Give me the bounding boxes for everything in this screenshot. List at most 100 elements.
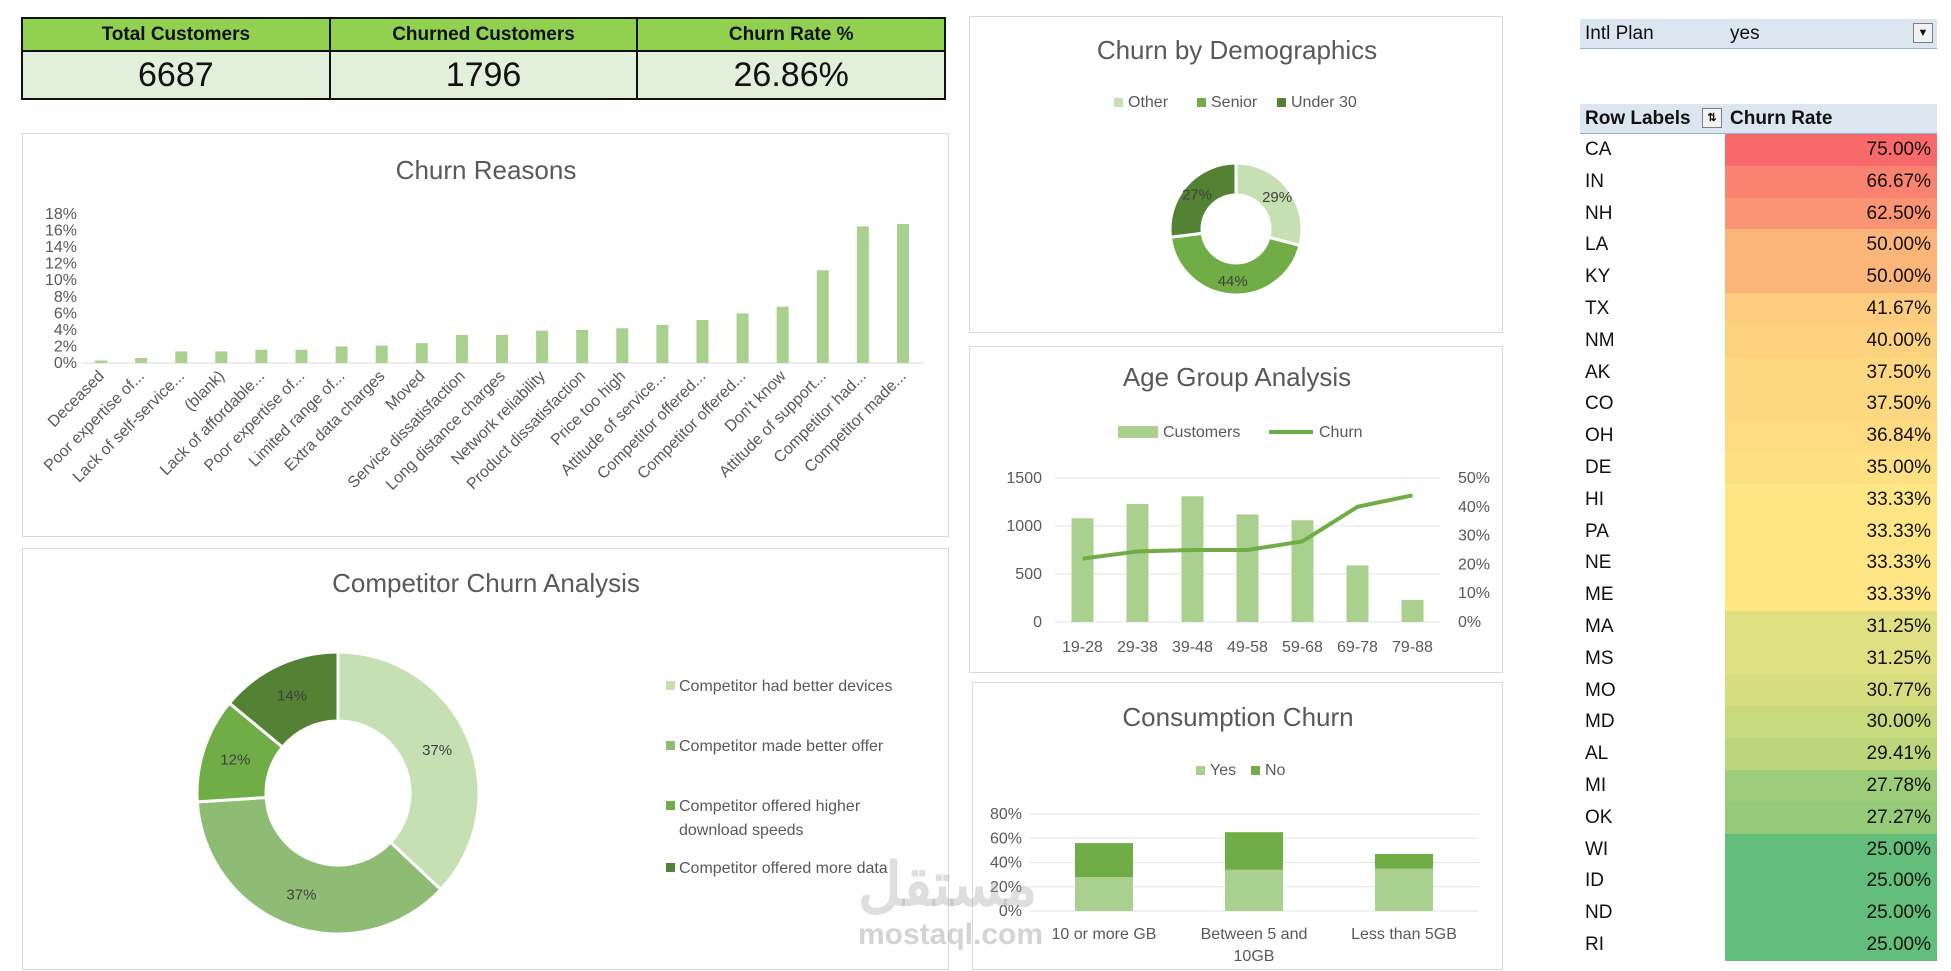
- y2-tick-label: 50%: [1458, 470, 1490, 487]
- legend-swatch: [666, 741, 675, 750]
- state-cell: CO: [1585, 393, 1614, 415]
- churn-rate-cell: 25.00%: [1725, 833, 1937, 866]
- kpi-churned-customers: Churned Customers 1796: [330, 19, 639, 98]
- chart-title: Competitor Churn Analysis: [332, 568, 640, 598]
- kpi-table: Total Customers 6687 Churned Customers 1…: [21, 17, 946, 100]
- kpi-churn-rate: Churn Rate % 26.86%: [638, 19, 945, 98]
- legend-label: download speeds: [679, 822, 804, 839]
- competitor-churn-chart[interactable]: Competitor Churn Analysis 37% 37% 12% 14% Com…: [22, 548, 949, 970]
- x-tick-label: 29-38: [1117, 639, 1158, 656]
- data-label: 44%: [1218, 273, 1248, 290]
- churn-rate-cell: 27.78%: [1725, 769, 1937, 802]
- churn-reasons-chart[interactable]: Churn Reasons 0% 2% 4% 6% 8% 10% 12% 14% 16% 18% De…: [22, 133, 949, 537]
- demographics-chart[interactable]: Churn by Demographics Other Senior Under 30…: [969, 16, 1503, 333]
- filter-dropdown-icon[interactable]: ▼: [1913, 23, 1933, 43]
- legend-label: Churn: [1319, 424, 1363, 441]
- churn-rate-cell: 33.33%: [1725, 515, 1937, 548]
- y-tick-label: 40%: [990, 855, 1022, 872]
- bar: [816, 270, 829, 363]
- bar: [736, 313, 749, 363]
- sort-filter-icon[interactable]: ⇅: [1702, 108, 1722, 128]
- kpi-label: Churn Rate %: [638, 19, 945, 52]
- bar: [896, 223, 909, 363]
- chart-title: Churn by Demographics: [1097, 35, 1377, 65]
- kpi-value: 6687: [23, 52, 329, 98]
- y-tick-label: 0: [1033, 614, 1042, 631]
- legend-swatch: [1196, 766, 1205, 775]
- state-cell: NH: [1585, 202, 1613, 224]
- y-tick-label: 16%: [45, 223, 77, 240]
- bar: [616, 328, 629, 363]
- state-cell: IN: [1585, 170, 1604, 192]
- state-cell: MO: [1585, 679, 1616, 701]
- state-cell: LA: [1585, 234, 1609, 256]
- table-row: ID 25.00%: [1580, 865, 1937, 898]
- state-cell: MD: [1585, 711, 1615, 733]
- bar: [415, 343, 428, 363]
- x-tick-label: 59-68: [1282, 639, 1323, 656]
- table-row: NE 33.33%: [1580, 547, 1937, 580]
- churn-rate-cell: 30.00%: [1725, 706, 1937, 739]
- legend-label: Customers: [1163, 424, 1240, 441]
- table-row: KY 50.00%: [1580, 261, 1937, 293]
- x-tick-label: 10 or more GB: [1052, 926, 1157, 943]
- data-label: 37%: [422, 742, 452, 759]
- x-tick-label: 79-88: [1392, 639, 1433, 656]
- bar: [295, 349, 308, 363]
- churn-rate-cell: 33.33%: [1725, 483, 1937, 516]
- table-row: WI 25.00%: [1580, 833, 1937, 866]
- table-row: RI 25.00%: [1580, 928, 1937, 961]
- legend-label: Competitor offered higher: [679, 798, 861, 815]
- x-tick-label: 49-58: [1227, 639, 1268, 656]
- pie-slice: [1168, 231, 1302, 297]
- y2-tick-label: 30%: [1458, 528, 1490, 545]
- kpi-label: Total Customers: [23, 19, 329, 52]
- legend-swatch: [1197, 98, 1206, 107]
- bar: [1236, 514, 1259, 622]
- churn-rate-cell: 50.00%: [1725, 229, 1937, 262]
- legend-swatch: [1118, 426, 1158, 438]
- churn-rate-cell: 41.67%: [1725, 292, 1937, 325]
- y-tick-label: 6%: [54, 305, 77, 322]
- age-group-chart[interactable]: Age Group Analysis Customers Churn 0 500 1000…: [969, 346, 1503, 673]
- bar: [215, 351, 228, 363]
- table-row: ME 33.33%: [1580, 579, 1937, 611]
- y-tick-label: 500: [1015, 566, 1042, 583]
- y-tick-label: 18%: [45, 206, 77, 223]
- y2-tick-label: 10%: [1458, 585, 1490, 602]
- bar: [1071, 518, 1094, 622]
- bar: [696, 319, 709, 363]
- bar: [375, 345, 388, 363]
- pivot-table: Row Labels ⇅ Churn Rate CA 75.00% IN 66.67%…: [1580, 104, 1937, 961]
- x-tick-label: 19-28: [1062, 639, 1103, 656]
- bar: [1291, 520, 1314, 622]
- bar: [1126, 503, 1149, 622]
- table-row: NM 40.00%: [1580, 324, 1937, 357]
- legend-swatch: [1277, 98, 1286, 107]
- table-row: ND 25.00%: [1580, 897, 1937, 929]
- table-row: HI 33.33%: [1580, 483, 1937, 516]
- state-cell: HI: [1585, 488, 1604, 510]
- data-label: 37%: [286, 887, 316, 904]
- churn-rate-cell: 30.77%: [1725, 674, 1937, 707]
- churn-rate-cell: 50.00%: [1725, 261, 1937, 293]
- legend-swatch: [666, 801, 675, 810]
- table-row: OH 36.84%: [1580, 420, 1937, 452]
- table-row: OK 27.27%: [1580, 801, 1937, 834]
- kpi-total-customers: Total Customers 6687: [23, 19, 331, 98]
- bar-segment: [1075, 877, 1133, 911]
- pivot-body: CA 75.00% IN 66.67% NH 62.50% LA 50.00% KY 50.00%…: [1580, 134, 1937, 961]
- state-cell: MS: [1585, 647, 1614, 669]
- x-tick-label: 69-78: [1337, 639, 1378, 656]
- y-tick-label: 0%: [999, 903, 1022, 920]
- y-tick-label: 80%: [990, 806, 1022, 823]
- state-cell: RI: [1585, 933, 1604, 955]
- churn-rate-cell: 29.41%: [1725, 738, 1937, 770]
- competitor-churn-svg: Competitor Churn Analysis 37% 37% 12% 14% Com…: [195, 568, 892, 936]
- churn-rate-cell: 27.27%: [1725, 801, 1937, 834]
- bar: [1401, 599, 1424, 622]
- state-cell: ME: [1585, 584, 1614, 606]
- consumption-churn-chart[interactable]: Consumption Churn Yes No 0% 20% 40% 60% 80% 10 o…: [972, 682, 1503, 970]
- bar-segment: [1225, 832, 1283, 870]
- churn-rate-cell: 62.50%: [1725, 197, 1937, 230]
